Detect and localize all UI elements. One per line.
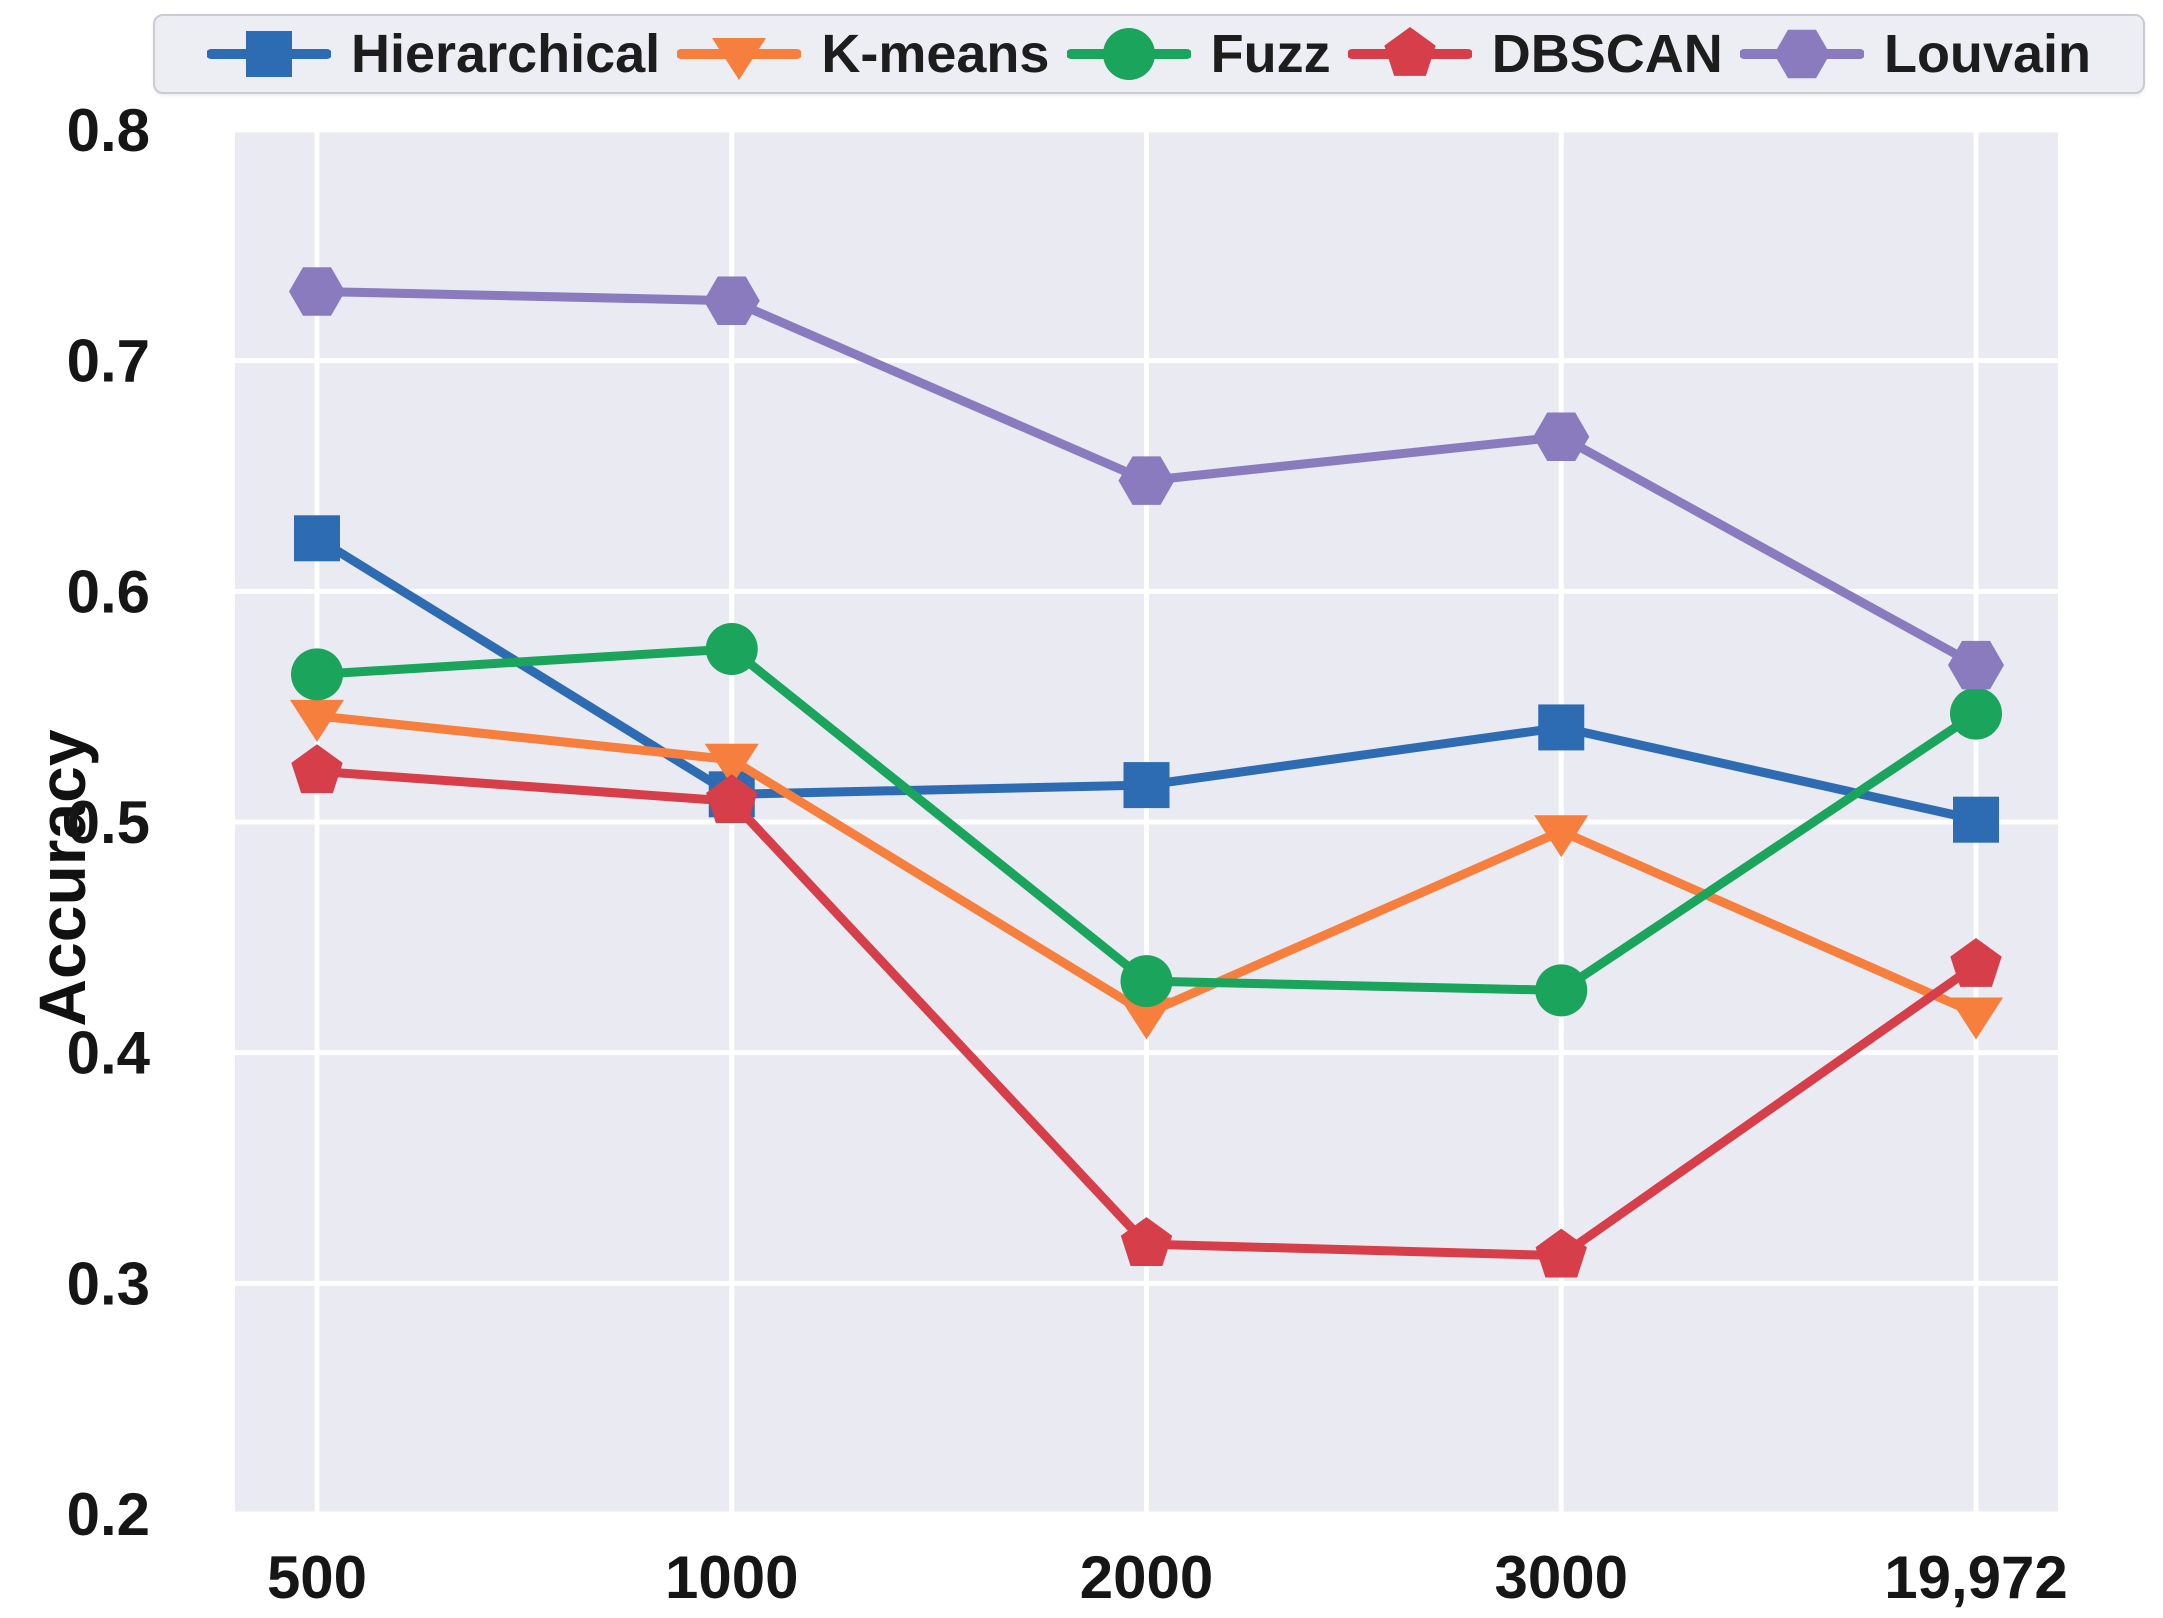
square-legend-marker-icon xyxy=(207,31,331,77)
y-tick-label: 0.2 xyxy=(67,1481,150,1548)
triangle-down-legend-marker-icon xyxy=(677,38,802,80)
legend-item-louvain: Louvain xyxy=(1739,23,2091,85)
data-point-marker xyxy=(1533,412,1590,462)
legend: Hierarchical K-means Fuzz DBSCAN Louvain xyxy=(153,14,2145,94)
data-point-marker xyxy=(1102,28,1155,80)
data-point-marker xyxy=(291,744,343,794)
data-point-marker xyxy=(712,38,767,80)
series-dbscan xyxy=(291,744,2002,1278)
data-point-marker xyxy=(1120,1217,1173,1266)
y-tick-label: 0.6 xyxy=(67,558,150,625)
legend-item-label: Hierarchical xyxy=(351,24,661,84)
series-k-means xyxy=(290,699,2003,1040)
y-tick-label: 0.8 xyxy=(67,97,150,164)
x-axis-ticks: 500 1000 2000 3000 19,972 xyxy=(267,1544,2068,1611)
data-point-marker xyxy=(1119,997,1174,1040)
x-tick-label: 19,972 xyxy=(1884,1544,2068,1611)
legend-item-label: DBSCAN xyxy=(1491,24,1723,84)
legend-item-hierarchical: Hierarchical xyxy=(207,23,660,85)
data-point-marker xyxy=(705,623,758,675)
data-point-marker xyxy=(1534,815,1589,858)
x-tick-label: 3000 xyxy=(1495,1544,1628,1611)
x-tick-label: 1000 xyxy=(665,1544,798,1611)
data-point-marker xyxy=(1120,955,1173,1008)
data-point-marker xyxy=(289,267,345,316)
circle-legend-marker-icon xyxy=(1066,28,1191,80)
data-point-marker xyxy=(1118,456,1175,505)
data-point-marker xyxy=(1535,1228,1587,1278)
legend-item-label: K-means xyxy=(821,24,1050,84)
x-tick-label: 500 xyxy=(267,1544,367,1611)
data-point-marker xyxy=(1538,704,1585,751)
data-point-marker xyxy=(1953,796,1999,843)
data-point-marker xyxy=(1950,938,2002,987)
data-point-marker xyxy=(246,31,292,77)
y-tick-label: 0.4 xyxy=(67,1020,151,1087)
y-tick-label: 0.3 xyxy=(67,1250,150,1317)
data-point-marker xyxy=(1535,964,1588,1017)
data-point-marker xyxy=(704,743,759,786)
data-point-marker xyxy=(1950,687,2002,740)
series-fuzz xyxy=(291,623,2002,1017)
data-point-marker xyxy=(703,276,760,325)
data-point-marker xyxy=(706,774,758,824)
data-point-marker xyxy=(290,699,344,742)
series-louvain xyxy=(289,267,2004,690)
y-tick-label: 0.5 xyxy=(67,789,150,856)
data-point-marker xyxy=(1948,640,2004,690)
data-point-marker xyxy=(291,648,343,701)
y-axis-ticks: 0.2 0.3 0.4 0.5 0.6 0.7 0.8 xyxy=(67,97,151,1548)
pentagon-legend-marker-icon xyxy=(1347,27,1472,76)
data-point-marker xyxy=(1384,27,1436,76)
hexagon-legend-marker-icon xyxy=(1739,29,1864,79)
data-point-marker xyxy=(1949,997,2003,1040)
legend-item-k-means: K-means xyxy=(677,23,1049,85)
legend-item-dbscan: DBSCAN xyxy=(1347,23,1723,85)
y-tick-label: 0.7 xyxy=(67,328,150,395)
data-point-marker xyxy=(1773,29,1830,79)
data-point-marker xyxy=(1123,762,1170,809)
legend-item-label: Fuzz xyxy=(1210,24,1331,84)
legend-item-fuzz: Fuzz xyxy=(1066,23,1331,85)
x-tick-label: 2000 xyxy=(1080,1544,1213,1611)
series-hierarchical xyxy=(294,515,1999,843)
legend-item-label: Louvain xyxy=(1883,24,2091,84)
data-point-marker xyxy=(294,515,340,562)
